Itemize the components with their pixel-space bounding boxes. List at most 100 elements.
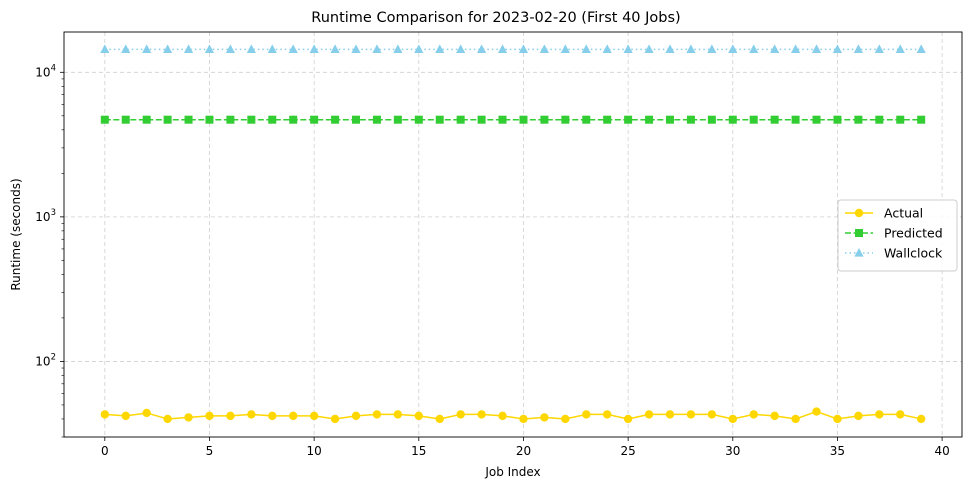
data-point bbox=[183, 44, 194, 54]
legend-marker bbox=[854, 208, 864, 218]
data-point bbox=[184, 413, 193, 422]
data-point bbox=[288, 44, 298, 54]
data-point bbox=[352, 115, 361, 124]
data-point bbox=[477, 410, 486, 419]
data-point bbox=[540, 413, 549, 422]
data-point bbox=[686, 44, 696, 54]
data-point bbox=[728, 44, 738, 54]
data-point bbox=[853, 44, 863, 54]
data-point bbox=[372, 410, 382, 419]
data-point bbox=[142, 115, 151, 124]
data-point bbox=[539, 44, 549, 54]
data-point bbox=[707, 410, 717, 419]
data-point bbox=[121, 411, 130, 421]
series-predicted bbox=[100, 115, 926, 124]
data-point bbox=[791, 414, 800, 424]
data-point bbox=[310, 115, 319, 124]
data-point bbox=[498, 115, 507, 124]
data-point bbox=[623, 44, 633, 54]
data-point bbox=[226, 115, 235, 124]
data-point bbox=[477, 115, 486, 124]
y-tick-label: 104 bbox=[35, 63, 56, 79]
data-point bbox=[665, 44, 675, 54]
data-point bbox=[330, 414, 340, 424]
data-point bbox=[309, 44, 319, 54]
data-point bbox=[393, 115, 402, 124]
plot-frame bbox=[63, 31, 963, 438]
data-point bbox=[456, 410, 465, 419]
y-tick-label: 103 bbox=[35, 208, 56, 224]
legend-marker bbox=[855, 229, 863, 237]
data-point bbox=[163, 115, 172, 124]
data-point bbox=[581, 44, 591, 54]
data-point bbox=[247, 115, 256, 124]
data-point bbox=[204, 44, 215, 54]
data-point bbox=[624, 115, 633, 124]
data-point bbox=[896, 410, 905, 419]
data-point bbox=[331, 115, 340, 124]
data-point bbox=[498, 411, 507, 421]
data-point bbox=[833, 115, 842, 124]
data-point bbox=[247, 410, 256, 419]
legend-label: Wallclock bbox=[884, 246, 943, 261]
x-axis-label: Job Index bbox=[484, 465, 540, 479]
data-point bbox=[518, 44, 529, 54]
data-point bbox=[707, 44, 717, 54]
data-point bbox=[791, 115, 800, 124]
data-point bbox=[749, 410, 758, 419]
data-point bbox=[519, 115, 528, 124]
data-point bbox=[916, 414, 926, 424]
plot-area bbox=[100, 44, 926, 424]
data-point bbox=[100, 44, 110, 54]
data-point bbox=[330, 44, 340, 54]
data-point bbox=[770, 411, 779, 421]
data-point bbox=[770, 44, 780, 54]
data-point bbox=[665, 410, 675, 419]
data-point bbox=[875, 115, 884, 124]
data-point bbox=[121, 115, 130, 124]
data-point bbox=[519, 414, 528, 424]
legend-label: Actual bbox=[884, 206, 923, 221]
data-point bbox=[603, 115, 612, 124]
data-point bbox=[226, 411, 235, 421]
data-point bbox=[414, 115, 423, 124]
data-point bbox=[854, 411, 863, 421]
data-point bbox=[289, 115, 298, 124]
data-point bbox=[435, 44, 445, 54]
legend: Actual Predicted Wallclock bbox=[837, 199, 958, 272]
data-point bbox=[811, 44, 822, 54]
data-point bbox=[456, 44, 466, 54]
data-point bbox=[414, 411, 424, 421]
data-point bbox=[372, 115, 381, 124]
data-point bbox=[686, 115, 695, 124]
legend-marker bbox=[854, 248, 864, 257]
x-tick-label: 0 bbox=[101, 444, 109, 458]
data-point bbox=[917, 115, 926, 124]
y-tick-label: 102 bbox=[35, 352, 56, 368]
data-point bbox=[205, 115, 214, 124]
data-point bbox=[142, 408, 151, 418]
data-point bbox=[728, 414, 737, 424]
data-point bbox=[246, 44, 256, 54]
data-point bbox=[267, 44, 277, 54]
data-point bbox=[895, 44, 905, 54]
data-point bbox=[602, 410, 612, 419]
data-point bbox=[875, 410, 884, 419]
data-point bbox=[832, 44, 843, 54]
data-point bbox=[372, 44, 382, 54]
data-point bbox=[142, 44, 152, 54]
data-point bbox=[309, 411, 319, 421]
data-point bbox=[205, 411, 214, 421]
legend-label: Predicted bbox=[884, 226, 943, 241]
data-point bbox=[540, 115, 549, 124]
data-point bbox=[749, 44, 759, 54]
data-point bbox=[749, 115, 758, 124]
data-point bbox=[645, 115, 654, 124]
data-point bbox=[121, 44, 131, 54]
x-tick-label: 10 bbox=[307, 444, 322, 458]
data-point bbox=[602, 44, 612, 54]
data-point bbox=[100, 410, 110, 419]
data-point bbox=[561, 115, 570, 124]
x-tick-label: 20 bbox=[516, 444, 531, 458]
data-point bbox=[854, 115, 863, 124]
